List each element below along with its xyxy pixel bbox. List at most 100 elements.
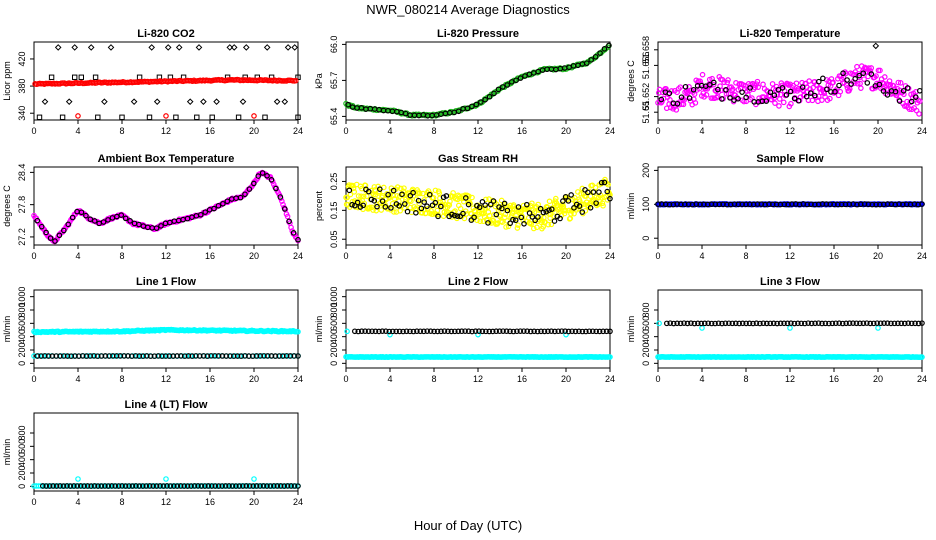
data-point <box>500 328 506 334</box>
data-point <box>496 204 502 210</box>
data-point <box>379 192 386 199</box>
data-point <box>61 227 67 234</box>
data-point <box>83 212 89 219</box>
data-point <box>698 320 705 327</box>
data-point <box>457 205 464 212</box>
x-tick-label: 8 <box>743 374 748 384</box>
data-point <box>757 320 763 327</box>
data-point <box>512 217 519 224</box>
data-point <box>170 353 177 359</box>
data-point <box>237 194 244 201</box>
x-tick-label: 0 <box>31 497 36 507</box>
data-point <box>295 114 301 120</box>
data-point <box>495 86 502 93</box>
data-point <box>788 320 794 326</box>
data-point <box>875 325 881 331</box>
y-tick-label: 600 <box>17 439 27 454</box>
data-point <box>719 96 725 102</box>
data-point <box>60 353 67 359</box>
data-point <box>349 201 355 208</box>
data-point <box>763 98 770 104</box>
data-point <box>699 325 705 331</box>
data-point <box>374 203 380 210</box>
data-point <box>76 353 82 359</box>
x-tick-label: 12 <box>161 497 171 507</box>
y-tick-label: 400 <box>641 329 651 344</box>
data-point <box>561 207 567 214</box>
data-point <box>805 320 811 326</box>
data-point <box>812 320 818 327</box>
data-point <box>284 483 291 489</box>
data-point <box>606 42 612 49</box>
data-point <box>457 213 464 220</box>
x-tick-label: 16 <box>205 374 215 384</box>
data-point <box>426 191 433 198</box>
data-point <box>880 85 886 92</box>
data-point <box>79 353 86 359</box>
data-point <box>462 328 468 334</box>
data-point <box>160 483 167 489</box>
data-point <box>770 320 777 327</box>
y-tick-label: 200 <box>641 342 651 357</box>
data-point <box>499 219 506 225</box>
data-point <box>153 225 160 231</box>
series-pressure-black <box>345 42 612 119</box>
data-point <box>593 194 599 201</box>
x-tick-label: 8 <box>431 374 436 384</box>
data-point <box>725 77 731 83</box>
data-point <box>514 328 520 335</box>
data-point <box>846 86 853 92</box>
data-point <box>854 80 861 87</box>
data-point <box>915 320 922 327</box>
data-point <box>705 320 711 327</box>
data-point <box>507 202 514 209</box>
series-pressure-green <box>343 42 612 119</box>
data-point <box>355 193 362 199</box>
y-tick-label: 100 <box>641 197 651 212</box>
data-point <box>271 483 277 489</box>
data-point <box>874 320 880 326</box>
data-point <box>561 210 568 217</box>
data-point <box>592 53 599 60</box>
data-point <box>95 114 101 120</box>
data-point <box>678 94 685 100</box>
data-point <box>257 483 263 489</box>
data-point <box>474 217 480 224</box>
data-point <box>912 94 919 100</box>
data-point <box>774 320 780 327</box>
y-axis-label: Licor ppm <box>2 61 12 101</box>
data-point <box>507 328 513 335</box>
data-point <box>485 220 491 226</box>
data-point <box>891 320 898 327</box>
data-point <box>242 191 248 198</box>
x-tick-label: 12 <box>473 374 483 384</box>
x-tick-label: 8 <box>743 251 748 261</box>
data-point <box>212 353 218 359</box>
data-point <box>159 353 165 359</box>
data-point <box>150 483 156 489</box>
y-tick-label: 51.652 <box>641 83 651 111</box>
data-point <box>896 98 903 104</box>
data-point <box>262 114 268 120</box>
data-point <box>468 217 475 223</box>
data-point <box>593 200 599 206</box>
data-point <box>571 210 577 217</box>
data-point <box>189 353 196 359</box>
data-point <box>230 44 238 51</box>
y-tick-label: 400 <box>329 329 339 344</box>
data-point <box>226 483 232 489</box>
data-point <box>670 320 677 327</box>
x-tick-label: 16 <box>829 126 839 136</box>
data-point <box>215 353 222 359</box>
data-point <box>108 483 115 489</box>
data-point <box>397 207 403 214</box>
data-point <box>95 483 101 489</box>
data-point <box>837 88 844 95</box>
data-point <box>191 483 198 489</box>
data-point <box>557 215 563 222</box>
data-point <box>546 198 553 205</box>
data-point <box>67 483 74 489</box>
data-point <box>209 114 215 120</box>
data-point <box>510 328 517 335</box>
